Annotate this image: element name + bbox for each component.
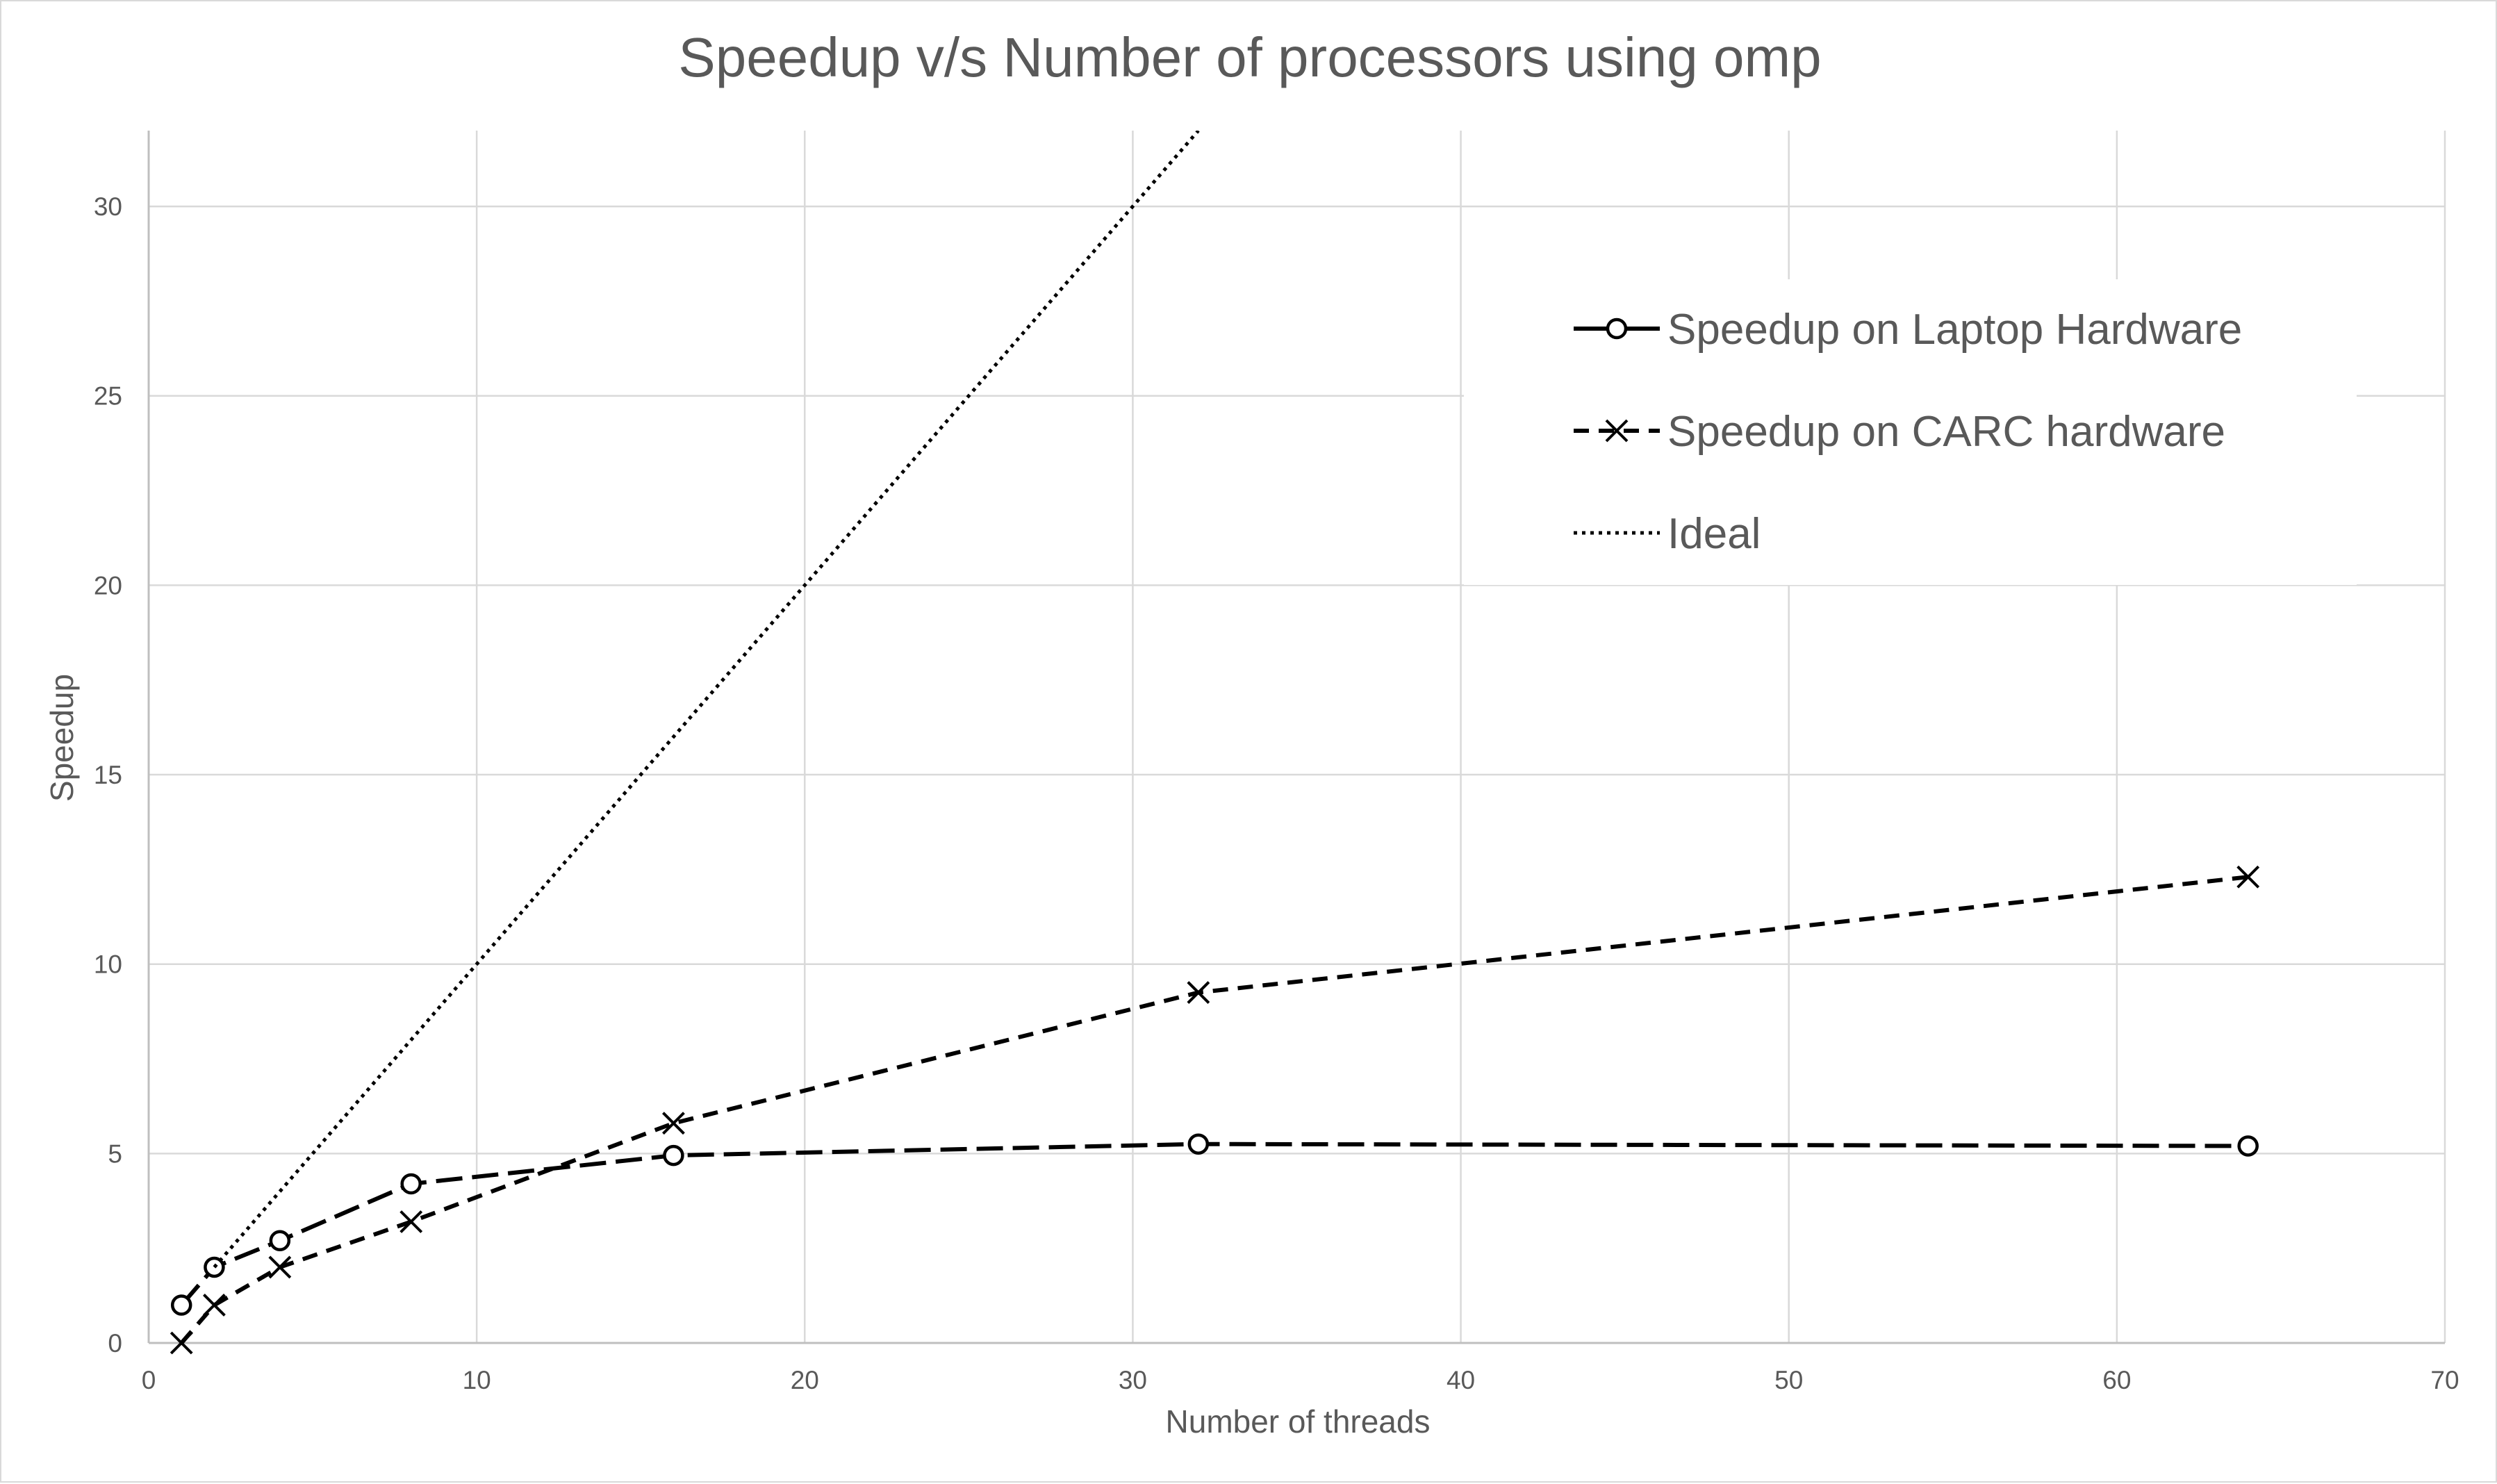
y-tick-label-20: 20 (94, 571, 122, 600)
data-point-speedup-on-carc-hardware-16 (662, 1112, 685, 1135)
y-axis-label: Speedup (44, 674, 80, 802)
y-tick-label-5: 5 (108, 1139, 122, 1168)
data-point-speedup-on-laptop-hardware-16 (663, 1144, 684, 1166)
data-point-speedup-on-carc-hardware-2 (203, 1294, 226, 1317)
y-tick-label-10: 10 (94, 950, 122, 979)
data-point-speedup-on-laptop-hardware-8 (400, 1173, 422, 1195)
legend-marker-speedup-on-laptop-hardware (1606, 318, 1628, 340)
data-point-speedup-on-laptop-hardware-4 (269, 1230, 291, 1252)
x-tick-label-0: 0 (142, 1366, 156, 1394)
axis-layer: 0 10 20 30 40 50 60 70 0 5 10 15 20 25 30 (94, 131, 2459, 1394)
data-point-speedup-on-carc-hardware-8 (399, 1210, 423, 1233)
x-tick-label-10: 10 (463, 1366, 491, 1394)
data-point-speedup-on-carc-hardware-64 (2236, 865, 2260, 889)
legend-label-speedup-on-laptop-hardware: Speedup on Laptop Hardware (1667, 306, 2242, 354)
series-line-speedup-on-carc-hardware (179, 875, 2249, 1344)
data-point-speedup-on-carc-hardware-1 (170, 1331, 193, 1355)
x-axis-label: Number of threads (1166, 1403, 1431, 1440)
legend: Speedup on Laptop Hardware Speedup on CAR… (1464, 279, 2357, 585)
data-point-speedup-on-carc-hardware-32 (1187, 981, 1210, 1005)
series-layer (170, 131, 2260, 1355)
x-tick-label-60: 60 (2102, 1366, 2131, 1394)
y-tick-label-0: 0 (108, 1329, 122, 1358)
x-tick-label-30: 30 (1119, 1366, 1147, 1394)
data-point-speedup-on-laptop-hardware-1 (170, 1294, 192, 1316)
legend-marker-speedup-on-carc-hardware (1605, 419, 1629, 443)
y-tick-label-25: 25 (94, 382, 122, 411)
legend-label-speedup-on-carc-hardware: Speedup on CARC hardware (1667, 408, 2225, 456)
y-tick-label-15: 15 (94, 761, 122, 789)
data-point-speedup-on-laptop-hardware-32 (1187, 1133, 1210, 1155)
data-point-speedup-on-laptop-hardware-64 (2237, 1135, 2259, 1157)
x-tick-label-50: 50 (1774, 1366, 1803, 1394)
x-tick-label-40: 40 (1447, 1366, 1475, 1394)
y-tick-label-30: 30 (94, 192, 122, 221)
series-line-speedup-on-laptop-hardware (179, 1141, 2248, 1307)
legend-label-ideal: Ideal (1667, 510, 1761, 558)
x-tick-label-20: 20 (791, 1366, 819, 1394)
chart-title: Speedup v/s Number of processors using o… (678, 26, 1821, 88)
x-tick-label-70: 70 (2430, 1366, 2459, 1394)
series-line-ideal (213, 131, 1200, 1269)
data-point-speedup-on-carc-hardware-4 (268, 1255, 292, 1279)
